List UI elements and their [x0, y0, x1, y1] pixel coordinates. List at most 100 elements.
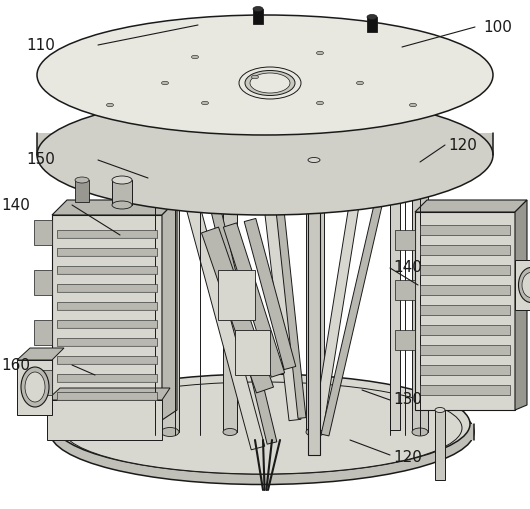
Polygon shape: [17, 360, 52, 415]
Polygon shape: [235, 330, 270, 375]
Polygon shape: [223, 223, 285, 377]
Ellipse shape: [37, 95, 493, 215]
Bar: [367, 17, 377, 32]
Text: 120: 120: [448, 137, 477, 153]
Ellipse shape: [412, 162, 428, 170]
Bar: [112, 180, 132, 205]
Polygon shape: [37, 133, 493, 155]
Ellipse shape: [201, 101, 208, 105]
Ellipse shape: [316, 101, 323, 105]
Polygon shape: [420, 285, 510, 295]
Ellipse shape: [306, 154, 324, 162]
Ellipse shape: [253, 7, 263, 12]
Polygon shape: [57, 356, 157, 364]
Polygon shape: [176, 168, 265, 450]
Polygon shape: [223, 160, 237, 432]
Ellipse shape: [223, 156, 237, 163]
Ellipse shape: [107, 103, 113, 107]
Polygon shape: [306, 158, 324, 432]
Polygon shape: [161, 162, 179, 432]
Polygon shape: [244, 218, 296, 370]
Polygon shape: [420, 225, 510, 235]
Ellipse shape: [410, 103, 417, 107]
Polygon shape: [390, 165, 400, 430]
Ellipse shape: [37, 15, 493, 135]
Text: 140: 140: [1, 197, 30, 212]
Polygon shape: [420, 265, 510, 275]
Polygon shape: [52, 215, 162, 420]
Ellipse shape: [75, 177, 89, 183]
Polygon shape: [57, 338, 157, 346]
Ellipse shape: [161, 428, 179, 437]
Ellipse shape: [435, 408, 445, 412]
Polygon shape: [47, 388, 170, 400]
Text: 140: 140: [393, 261, 422, 275]
Ellipse shape: [316, 51, 323, 55]
Polygon shape: [150, 158, 168, 165]
Polygon shape: [57, 284, 157, 292]
Polygon shape: [52, 200, 177, 215]
Polygon shape: [57, 266, 157, 274]
Bar: [253, 9, 263, 24]
Polygon shape: [57, 392, 157, 400]
Ellipse shape: [191, 55, 199, 59]
Polygon shape: [271, 162, 306, 418]
Polygon shape: [57, 374, 157, 382]
Polygon shape: [57, 248, 157, 256]
Polygon shape: [515, 260, 530, 310]
Polygon shape: [308, 160, 320, 455]
Ellipse shape: [522, 272, 530, 297]
Polygon shape: [47, 400, 162, 440]
Ellipse shape: [25, 372, 45, 402]
Ellipse shape: [518, 268, 530, 302]
Polygon shape: [395, 280, 415, 300]
Ellipse shape: [250, 73, 290, 93]
Text: 110: 110: [26, 38, 55, 52]
Polygon shape: [17, 348, 64, 360]
Polygon shape: [200, 164, 277, 444]
Text: 100: 100: [483, 19, 512, 35]
Polygon shape: [150, 165, 160, 430]
Ellipse shape: [21, 367, 49, 407]
Polygon shape: [420, 385, 510, 395]
Polygon shape: [57, 302, 157, 310]
Text: 120: 120: [393, 450, 422, 466]
Ellipse shape: [357, 81, 364, 85]
Polygon shape: [420, 365, 510, 375]
Ellipse shape: [367, 14, 377, 19]
Ellipse shape: [62, 382, 462, 474]
Polygon shape: [34, 370, 52, 395]
Ellipse shape: [308, 157, 320, 162]
Ellipse shape: [245, 71, 295, 96]
Polygon shape: [515, 200, 527, 410]
Ellipse shape: [161, 157, 179, 166]
Polygon shape: [259, 162, 301, 421]
Polygon shape: [201, 227, 273, 393]
Polygon shape: [415, 212, 515, 410]
Ellipse shape: [112, 176, 132, 184]
Ellipse shape: [412, 428, 428, 436]
Text: 130: 130: [393, 392, 422, 408]
Polygon shape: [162, 200, 177, 420]
Polygon shape: [218, 270, 255, 320]
Ellipse shape: [50, 380, 474, 485]
Polygon shape: [34, 220, 52, 245]
Polygon shape: [412, 166, 428, 432]
Polygon shape: [420, 345, 510, 355]
Ellipse shape: [223, 429, 237, 436]
Polygon shape: [395, 330, 415, 350]
Polygon shape: [420, 245, 510, 255]
Polygon shape: [435, 410, 445, 480]
Polygon shape: [395, 230, 415, 250]
Text: 160: 160: [1, 357, 30, 373]
Ellipse shape: [112, 201, 132, 209]
Polygon shape: [321, 174, 389, 436]
Polygon shape: [420, 325, 510, 335]
Polygon shape: [390, 158, 408, 165]
Polygon shape: [34, 320, 52, 345]
Polygon shape: [313, 167, 365, 431]
Bar: [75, 180, 89, 202]
Polygon shape: [34, 270, 52, 295]
Ellipse shape: [54, 374, 470, 474]
Ellipse shape: [306, 428, 324, 437]
